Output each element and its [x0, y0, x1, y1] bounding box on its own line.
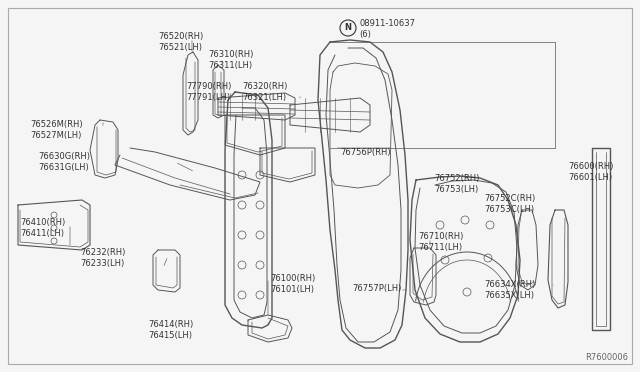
Text: 76710(RH)
76711(LH): 76710(RH) 76711(LH)	[418, 232, 463, 252]
Text: (6): (6)	[359, 31, 371, 39]
Text: 76752(RH)
76753(LH): 76752(RH) 76753(LH)	[434, 174, 479, 194]
Text: 76634X(RH)
76635X(LH): 76634X(RH) 76635X(LH)	[484, 280, 535, 300]
Text: 76520(RH)
76521(LH): 76520(RH) 76521(LH)	[158, 32, 204, 52]
Text: 76310(RH)
76311(LH): 76310(RH) 76311(LH)	[208, 50, 253, 70]
Text: 77790(RH)
77791(LH): 77790(RH) 77791(LH)	[186, 82, 232, 102]
Text: 76526M(RH)
76527M(LH): 76526M(RH) 76527M(LH)	[30, 120, 83, 140]
Text: 76232(RH)
76233(LH): 76232(RH) 76233(LH)	[80, 248, 125, 268]
Text: 76630G(RH)
76631G(LH): 76630G(RH) 76631G(LH)	[38, 152, 90, 172]
Text: 76757P(LH): 76757P(LH)	[352, 284, 401, 293]
Text: R7600006: R7600006	[585, 353, 628, 362]
Text: 76100(RH)
76101(LH): 76100(RH) 76101(LH)	[270, 274, 316, 294]
Text: 76752C(RH)
76753C(LH): 76752C(RH) 76753C(LH)	[484, 194, 535, 214]
Text: 76600(RH)
76601(LH): 76600(RH) 76601(LH)	[568, 162, 613, 182]
Text: 76410(RH)
76411(LH): 76410(RH) 76411(LH)	[20, 218, 65, 238]
Text: 76756P(RH): 76756P(RH)	[340, 148, 390, 157]
Text: 76414(RH)
76415(LH): 76414(RH) 76415(LH)	[148, 320, 193, 340]
Text: 76320(RH)
76321(LH): 76320(RH) 76321(LH)	[242, 82, 287, 102]
Text: 08911-10637: 08911-10637	[359, 19, 415, 29]
Text: N: N	[344, 23, 351, 32]
